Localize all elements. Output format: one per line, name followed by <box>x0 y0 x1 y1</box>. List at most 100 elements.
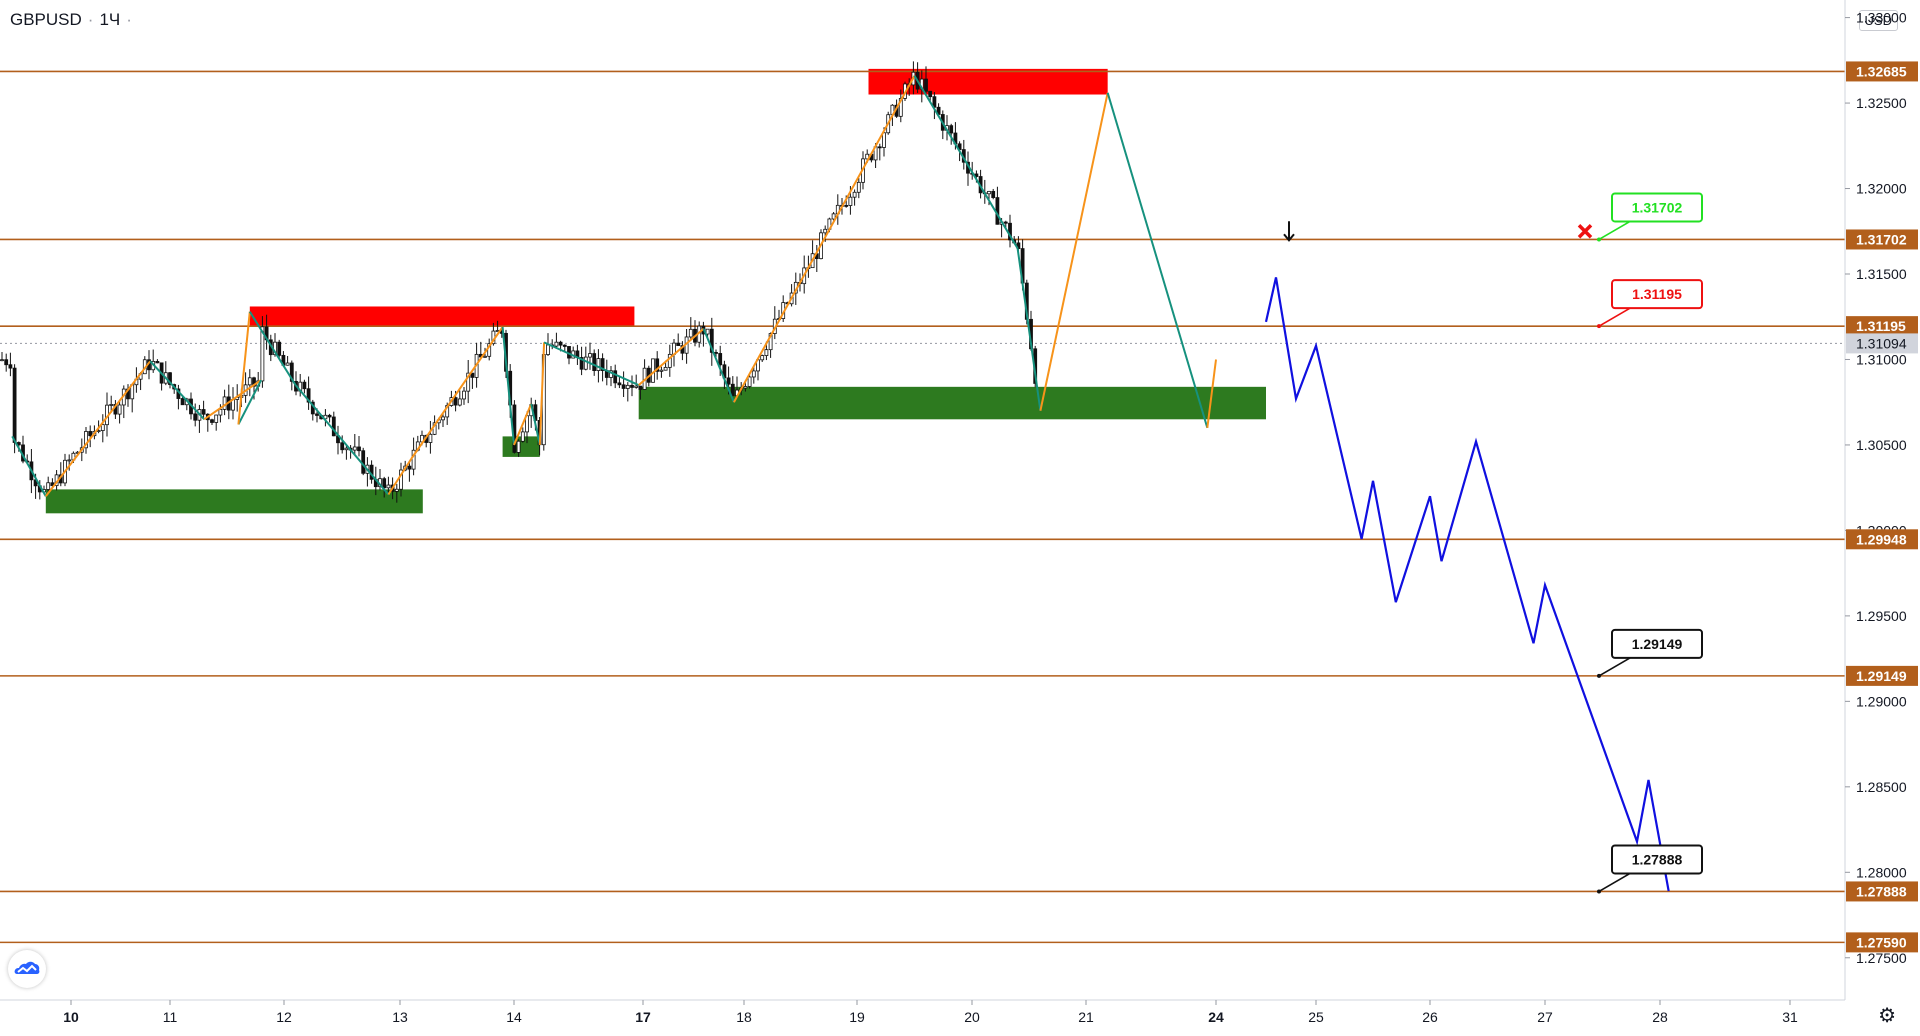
candle-body <box>466 372 471 392</box>
symbol-name: GBPUSD <box>10 10 82 29</box>
candle-body <box>663 366 668 371</box>
current-price-tag <box>1846 333 1918 354</box>
callout-pointer <box>1598 220 1631 241</box>
time-tick-label: 28 <box>1652 1009 1668 1025</box>
candle-body <box>520 431 525 442</box>
zigzag-down-leg <box>913 75 1019 249</box>
candle-body <box>655 358 660 372</box>
candle-body <box>4 359 9 366</box>
time-tick-label: 14 <box>506 1009 522 1025</box>
time-tick-label: 17 <box>635 1009 651 1025</box>
resistance-zone <box>249 306 635 327</box>
title-separator: · <box>126 10 132 29</box>
level-price-tag-label: 1.31195 <box>1856 318 1906 334</box>
candle-body <box>667 353 672 368</box>
level-price-tag <box>1846 665 1918 686</box>
candle-body <box>457 398 462 406</box>
candle-body <box>625 384 630 389</box>
currency-badge[interactable]: USD <box>1858 10 1898 31</box>
candle-body <box>462 390 466 400</box>
price-tick-label: 1.31500 <box>1856 266 1907 282</box>
callout-label: 1.29149 <box>1632 636 1683 652</box>
candle-body <box>844 205 849 207</box>
support-zone <box>45 489 423 514</box>
candle-body <box>924 78 928 92</box>
candle-body <box>751 370 756 378</box>
price-tick-label: 1.33000 <box>1856 10 1907 26</box>
time-tick-label: 20 <box>964 1009 980 1025</box>
candle-body <box>546 344 550 355</box>
tradingview-logo-icon[interactable] <box>8 950 46 988</box>
price-tick-label: 1.27500 <box>1856 950 1907 966</box>
price-tick-label: 1.28500 <box>1856 779 1907 795</box>
candle-body <box>306 388 311 403</box>
candle-body <box>764 349 769 356</box>
symbol-title[interactable]: GBPUSD · 1Ч · <box>10 10 138 30</box>
candle-body <box>277 341 282 356</box>
candle-body <box>155 361 160 364</box>
candle-body <box>386 484 391 489</box>
candle-body <box>357 446 361 452</box>
time-tick-label: 25 <box>1308 1009 1324 1025</box>
callout-box <box>1611 279 1703 310</box>
candle-body <box>831 213 836 220</box>
level-price-tag <box>1846 316 1918 337</box>
candle-body <box>714 351 718 354</box>
zigzag-down-leg <box>294 384 390 496</box>
zigzag-up-leg <box>387 458 413 496</box>
candle-body <box>718 353 723 366</box>
candle-body <box>621 384 626 389</box>
candle-body <box>823 228 828 234</box>
price-tick-label: 1.32000 <box>1856 181 1907 197</box>
candle-body <box>600 358 605 371</box>
callout-anchor <box>1597 324 1601 329</box>
level-price-tag <box>1846 529 1918 550</box>
candle-body <box>592 353 597 371</box>
level-price-tag <box>1846 61 1918 82</box>
candle-body <box>428 433 433 443</box>
zigzag-down-leg <box>149 360 205 420</box>
candle-body <box>991 190 996 198</box>
candle-body <box>260 326 265 382</box>
zigzag-down-leg <box>501 326 515 446</box>
zigzag-up-leg <box>45 360 151 497</box>
candle-body <box>617 382 622 386</box>
candle-body <box>579 357 584 370</box>
candle-body <box>856 181 861 193</box>
time-tick-label: 11 <box>163 1009 178 1025</box>
level-price-tag <box>1846 229 1918 250</box>
callout-label: 1.31702 <box>1632 199 1683 215</box>
callout-label: 1.27888 <box>1632 851 1683 867</box>
candle-body <box>214 414 219 423</box>
zigzag-down-leg <box>11 435 47 497</box>
time-tick-label: 27 <box>1537 1009 1553 1025</box>
cloud-icon <box>14 961 40 974</box>
candle-body <box>760 355 765 361</box>
candle-body <box>340 442 345 451</box>
zigzag-up-leg <box>237 311 251 425</box>
zigzag-up-leg <box>1206 359 1217 428</box>
candle-body <box>562 344 567 347</box>
target-callout: 1.31195 <box>1597 279 1703 329</box>
zigzag-down-leg <box>1106 92 1209 429</box>
zigzag-down-leg <box>702 328 735 403</box>
candle-body <box>247 377 252 386</box>
candle-body <box>743 386 748 389</box>
settings-gear-icon[interactable]: ⚙ <box>1878 1005 1896 1027</box>
time-tick-label: 10 <box>63 1009 79 1025</box>
time-tick-label: 24 <box>1208 1009 1224 1025</box>
candle-body <box>344 447 349 451</box>
zigzag-down-leg <box>543 341 640 387</box>
candle-body <box>638 385 643 390</box>
current-price-tag-label: 1.31094 <box>1856 335 1907 351</box>
callout-pointer <box>1598 657 1631 677</box>
callout-box <box>1611 844 1703 875</box>
callout-box <box>1611 628 1703 659</box>
candle-body <box>180 398 185 406</box>
level-price-tag-label: 1.27590 <box>1856 934 1907 950</box>
title-separator: · <box>87 10 94 29</box>
candle-body <box>84 431 88 449</box>
callout-anchor <box>1597 889 1601 894</box>
candle-body <box>630 384 634 388</box>
